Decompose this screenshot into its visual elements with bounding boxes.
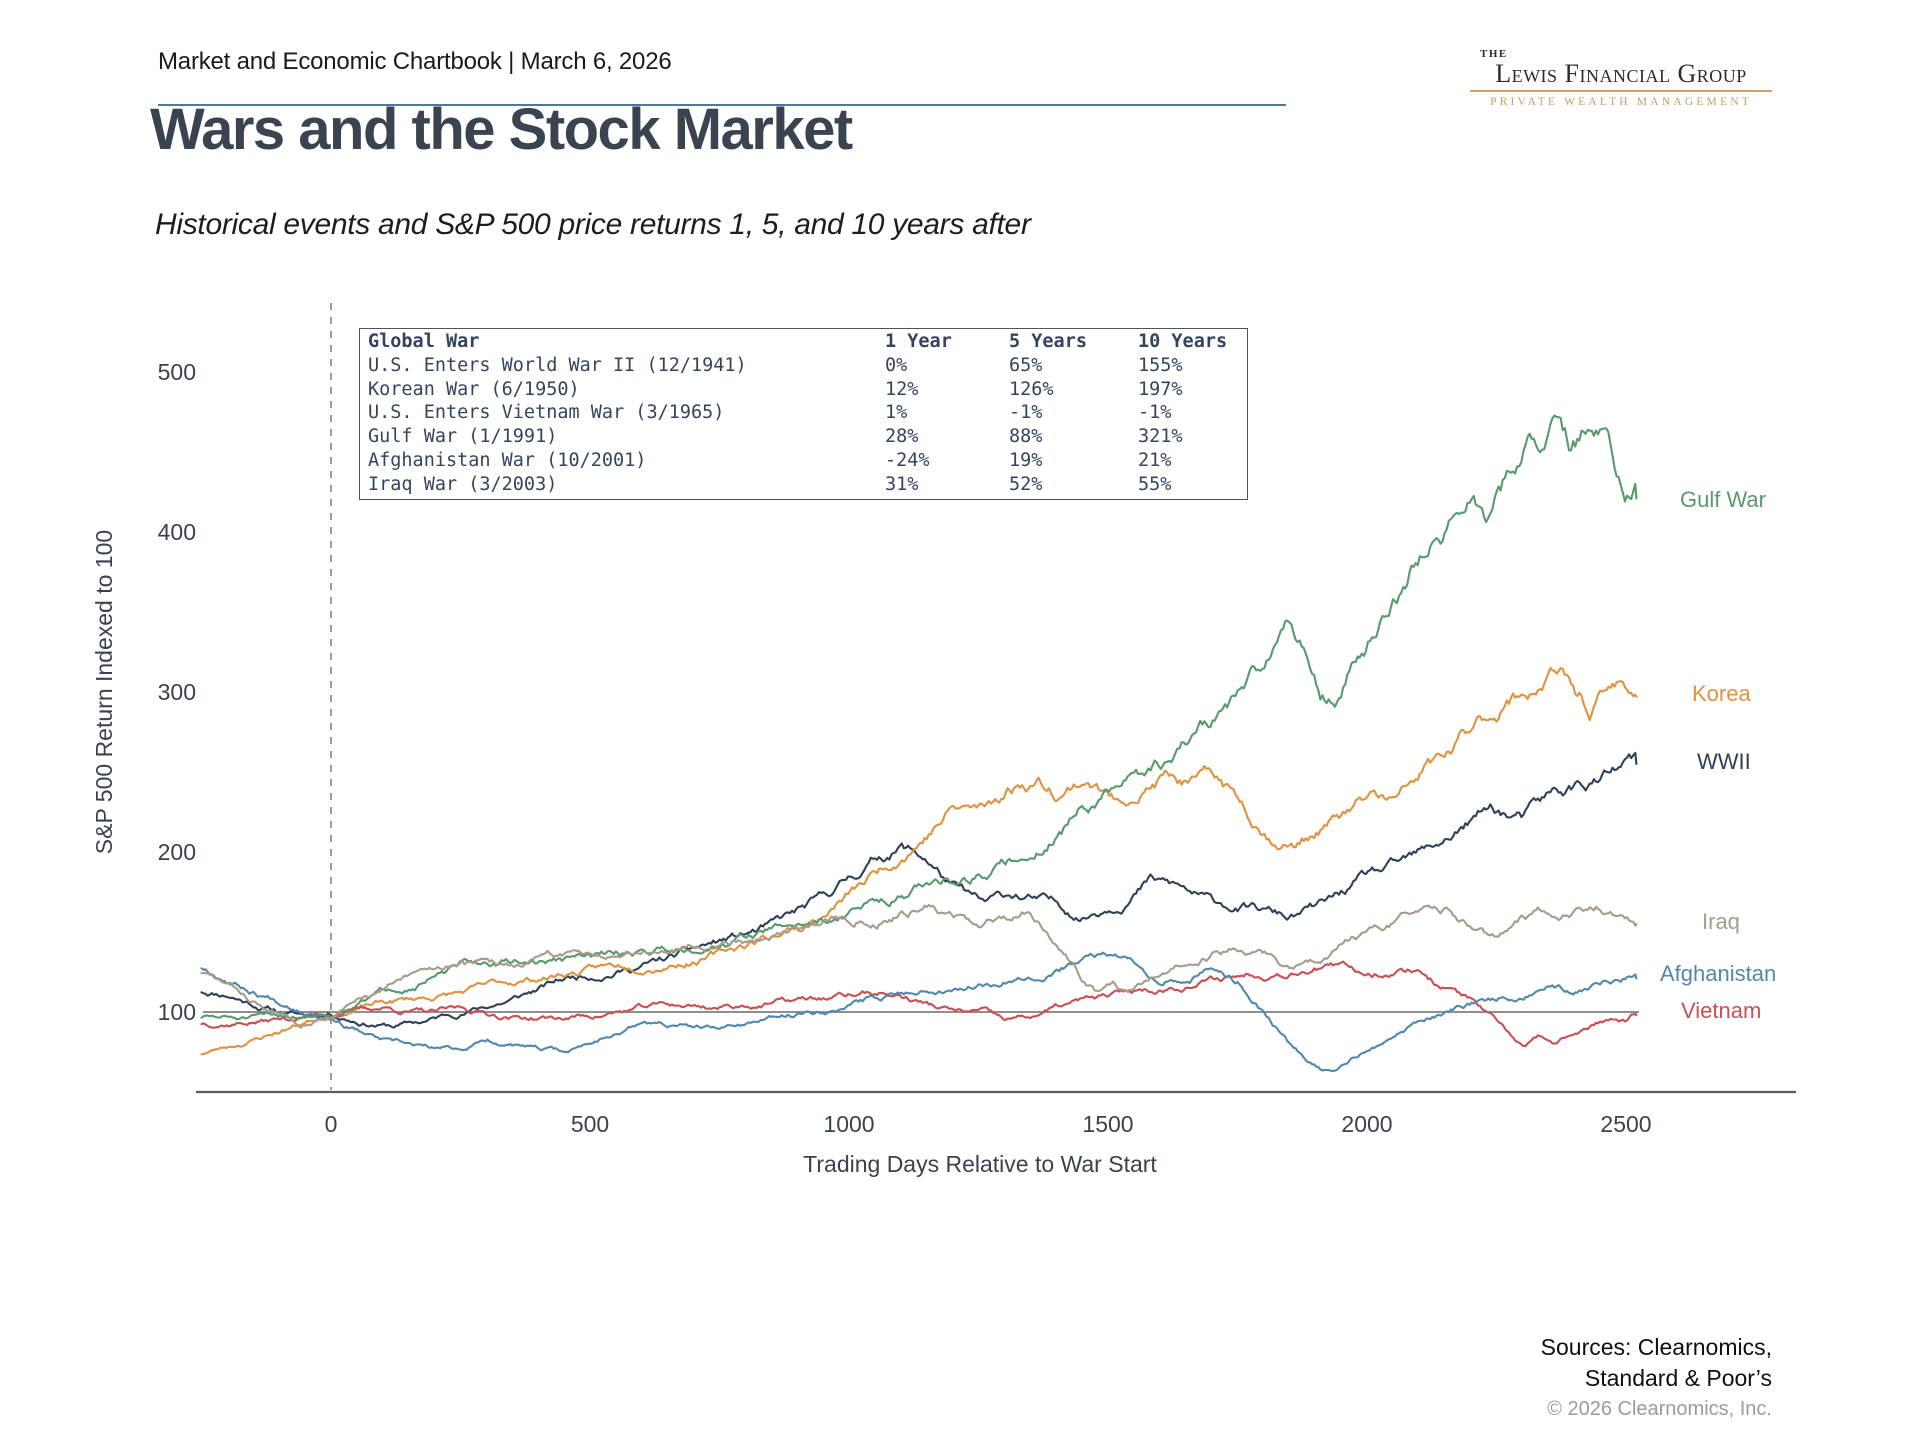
war-table-row: U.S. Enters World War II (12/1941) 0% 65% 1… bbox=[360, 354, 1247, 378]
report-kicker: Market and Economic Chartbook | March 6,… bbox=[158, 48, 672, 75]
y-axis-label: S&P 500 Return Indexed to 100 bbox=[91, 530, 117, 854]
series-label-vietnam: Vietnam bbox=[1681, 998, 1761, 1023]
series-label-wwii: WWII bbox=[1697, 749, 1751, 774]
war-name-cell: Gulf War (1/1991) bbox=[368, 426, 558, 448]
return-value-cell: 55% bbox=[1138, 473, 1172, 495]
sources-line-2: Standard & Poor’s bbox=[1584, 1365, 1772, 1391]
return-value-cell: -1% bbox=[1009, 402, 1043, 424]
chart-series bbox=[200, 414, 1638, 1072]
war-table-header-row: Global War 1 Year 5 Years 10 Years bbox=[360, 330, 1247, 354]
return-value-cell: 0% bbox=[885, 354, 908, 376]
return-value-cell: 28% bbox=[885, 426, 919, 448]
war-name-cell: U.S. Enters World War II (12/1941) bbox=[368, 354, 747, 376]
header-divider bbox=[158, 104, 1286, 106]
return-value-cell: 321% bbox=[1138, 426, 1183, 448]
return-value-cell: 197% bbox=[1138, 378, 1183, 400]
war-table-row: Afghanistan War (10/2001) -24% 19% 21% bbox=[360, 449, 1247, 473]
series-label-afghanistan: Afghanistan bbox=[1660, 961, 1776, 986]
return-value-cell: 12% bbox=[885, 378, 919, 400]
war-name-cell: Iraq War (3/2003) bbox=[368, 473, 558, 495]
x-tick-label: 0 bbox=[325, 1111, 338, 1137]
logo-tagline: PRIVATE WEALTH MANAGEMENT bbox=[1490, 96, 1752, 108]
war-table-row: Iraq War (3/2003) 31% 52% 55% bbox=[360, 473, 1247, 497]
logo-the: THE bbox=[1480, 48, 1508, 60]
series-line-gulf-war bbox=[200, 414, 1638, 1021]
series-label-iraq: Iraq bbox=[1702, 909, 1740, 934]
page-title: Wars and the Stock Market bbox=[150, 97, 853, 162]
series-label-gulf-war: Gulf War bbox=[1680, 487, 1766, 512]
return-value-cell: 19% bbox=[1009, 449, 1043, 471]
war-name-cell: Afghanistan War (10/2001) bbox=[368, 449, 647, 471]
copyright-note: © 2026 Clearnomics, Inc. bbox=[1547, 1398, 1772, 1420]
series-line-korea bbox=[200, 666, 1638, 1056]
logo-divider bbox=[1470, 90, 1772, 92]
series-line-wwii bbox=[200, 751, 1638, 1029]
y-tick-label: 100 bbox=[158, 999, 196, 1025]
x-tick-label: 2000 bbox=[1341, 1111, 1392, 1137]
sources-note: Sources: Clearnomics, Standard & Poor’s … bbox=[1472, 1332, 1772, 1422]
return-value-cell: 5 Years bbox=[1009, 331, 1087, 352]
return-value-cell: 31% bbox=[885, 473, 919, 495]
chart-axes bbox=[196, 303, 1796, 1094]
war-table-row: Gulf War (1/1991) 28% 88% 321% bbox=[360, 425, 1247, 449]
x-tick-label: 1500 bbox=[1082, 1111, 1133, 1137]
war-name-cell: Global War bbox=[368, 331, 480, 352]
return-value-cell: 21% bbox=[1138, 449, 1172, 471]
war-table-row: Korean War (6/1950) 12% 126% 197% bbox=[360, 378, 1247, 402]
chart-series-labels: WWII Korea Vietnam Gulf War Afghanistan Iraq bbox=[1660, 487, 1776, 1023]
x-tick-label: 1000 bbox=[823, 1111, 874, 1137]
series-line-vietnam bbox=[200, 960, 1638, 1048]
return-value-cell: 52% bbox=[1009, 473, 1043, 495]
page-subtitle: Historical events and S&P 500 price retu… bbox=[155, 208, 1031, 241]
war-name-cell: Korean War (6/1950) bbox=[368, 378, 580, 400]
return-value-cell: -24% bbox=[885, 449, 930, 471]
return-value-cell: 126% bbox=[1009, 378, 1054, 400]
return-value-cell: 1% bbox=[885, 402, 908, 424]
chart-ticks: 0 500 1000 1500 2000 2500 100 200 300 400 500 bbox=[158, 359, 1652, 1137]
series-line-iraq bbox=[200, 903, 1638, 1029]
return-value-cell: 1 Year bbox=[885, 331, 952, 352]
x-axis-label: Trading Days Relative to War Start bbox=[803, 1151, 1157, 1177]
series-line-afghanistan bbox=[200, 951, 1638, 1072]
war-name-cell: U.S. Enters Vietnam War (3/1965) bbox=[368, 402, 725, 424]
return-value-cell: 65% bbox=[1009, 354, 1043, 376]
return-value-cell: 155% bbox=[1138, 354, 1183, 376]
series-label-korea: Korea bbox=[1692, 681, 1751, 706]
logo-name: Lewis Financial Group bbox=[1495, 59, 1747, 88]
x-tick-label: 500 bbox=[571, 1111, 609, 1137]
war-returns-table: Global War 1 Year 5 Years 10 Years U.S. Ente… bbox=[359, 328, 1248, 500]
y-tick-label: 500 bbox=[158, 359, 196, 385]
y-tick-label: 400 bbox=[158, 519, 196, 545]
company-logo: THE Lewis Financial Group PRIVATE WEALTH… bbox=[1470, 48, 1772, 108]
return-value-cell: 88% bbox=[1009, 426, 1043, 448]
y-tick-label: 200 bbox=[158, 839, 196, 865]
y-tick-label: 300 bbox=[158, 679, 196, 705]
x-tick-label: 2500 bbox=[1600, 1111, 1651, 1137]
war-table-row: U.S. Enters Vietnam War (3/1965) 1% -1% -1% bbox=[360, 401, 1247, 425]
sources-line-1: Sources: Clearnomics, bbox=[1540, 1334, 1772, 1360]
return-value-cell: 10 Years bbox=[1138, 331, 1228, 352]
return-value-cell: -1% bbox=[1138, 402, 1172, 424]
